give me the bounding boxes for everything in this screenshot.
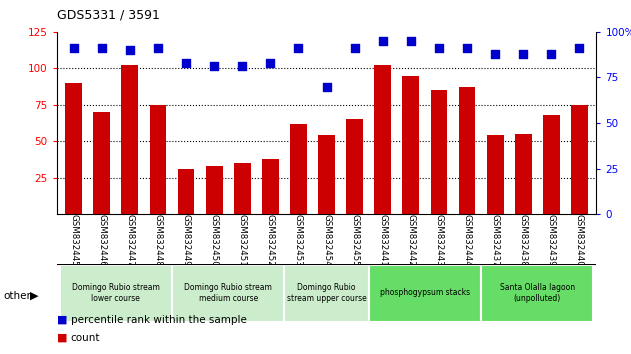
Point <box>462 45 472 51</box>
Point <box>434 45 444 51</box>
Text: phosphogypsum stacks: phosphogypsum stacks <box>380 289 470 297</box>
Bar <box>262 159 279 214</box>
Text: GSM832450: GSM832450 <box>209 214 219 267</box>
Point <box>490 51 500 57</box>
Text: GSM832443: GSM832443 <box>434 214 444 267</box>
Text: count: count <box>71 333 100 343</box>
Bar <box>487 136 504 214</box>
Bar <box>543 115 560 214</box>
Text: GSM832449: GSM832449 <box>182 214 191 267</box>
Text: GDS5331 / 3591: GDS5331 / 3591 <box>57 9 160 22</box>
Point <box>293 45 304 51</box>
Text: GSM832445: GSM832445 <box>69 214 78 267</box>
Text: GSM832446: GSM832446 <box>97 214 106 267</box>
Bar <box>285 265 369 322</box>
Point <box>125 47 135 53</box>
Point <box>265 60 275 66</box>
Bar <box>59 265 172 322</box>
Bar <box>374 65 391 214</box>
Bar <box>121 65 138 214</box>
Text: GSM832437: GSM832437 <box>491 214 500 267</box>
Bar <box>571 105 588 214</box>
Text: GSM832451: GSM832451 <box>238 214 247 267</box>
Text: GSM832444: GSM832444 <box>463 214 471 267</box>
Bar <box>234 163 251 214</box>
Text: other: other <box>3 291 31 301</box>
Bar <box>318 136 335 214</box>
Bar <box>150 105 167 214</box>
Point <box>574 45 584 51</box>
Bar <box>403 76 419 214</box>
Point <box>546 51 557 57</box>
Bar <box>369 265 481 322</box>
Bar <box>65 83 82 214</box>
Bar <box>459 87 476 214</box>
Point <box>378 38 388 44</box>
Text: ▶: ▶ <box>30 291 38 301</box>
Text: GSM832452: GSM832452 <box>266 214 275 267</box>
Text: GSM832439: GSM832439 <box>547 214 556 267</box>
Text: Domingo Rubio
stream upper course: Domingo Rubio stream upper course <box>286 283 367 303</box>
Point <box>209 64 219 69</box>
Text: GSM832454: GSM832454 <box>322 214 331 267</box>
Bar <box>346 119 363 214</box>
Point <box>518 51 528 57</box>
Bar <box>206 166 223 214</box>
Point <box>69 45 79 51</box>
Text: GSM832441: GSM832441 <box>378 214 387 267</box>
Text: Santa Olalla lagoon
(unpolluted): Santa Olalla lagoon (unpolluted) <box>500 283 575 303</box>
Bar <box>481 265 594 322</box>
Point <box>237 64 247 69</box>
Text: GSM832447: GSM832447 <box>126 214 134 267</box>
Bar <box>515 134 532 214</box>
Bar <box>290 124 307 214</box>
Text: Domingo Rubio stream
lower course: Domingo Rubio stream lower course <box>72 283 160 303</box>
Text: GSM832442: GSM832442 <box>406 214 415 267</box>
Text: GSM832455: GSM832455 <box>350 214 359 267</box>
Point <box>153 45 163 51</box>
Point <box>350 45 360 51</box>
Text: GSM832453: GSM832453 <box>294 214 303 267</box>
Bar <box>172 265 285 322</box>
Text: ■: ■ <box>57 333 68 343</box>
Text: Domingo Rubio stream
medium course: Domingo Rubio stream medium course <box>184 283 272 303</box>
Text: GSM832440: GSM832440 <box>575 214 584 267</box>
Bar <box>430 90 447 214</box>
Bar <box>93 112 110 214</box>
Bar <box>177 169 194 214</box>
Text: GSM832448: GSM832448 <box>153 214 162 267</box>
Point <box>97 45 107 51</box>
Point <box>406 38 416 44</box>
Point <box>322 84 332 89</box>
Text: GSM832438: GSM832438 <box>519 214 528 267</box>
Point <box>181 60 191 66</box>
Text: percentile rank within the sample: percentile rank within the sample <box>71 315 247 325</box>
Text: ■: ■ <box>57 315 68 325</box>
